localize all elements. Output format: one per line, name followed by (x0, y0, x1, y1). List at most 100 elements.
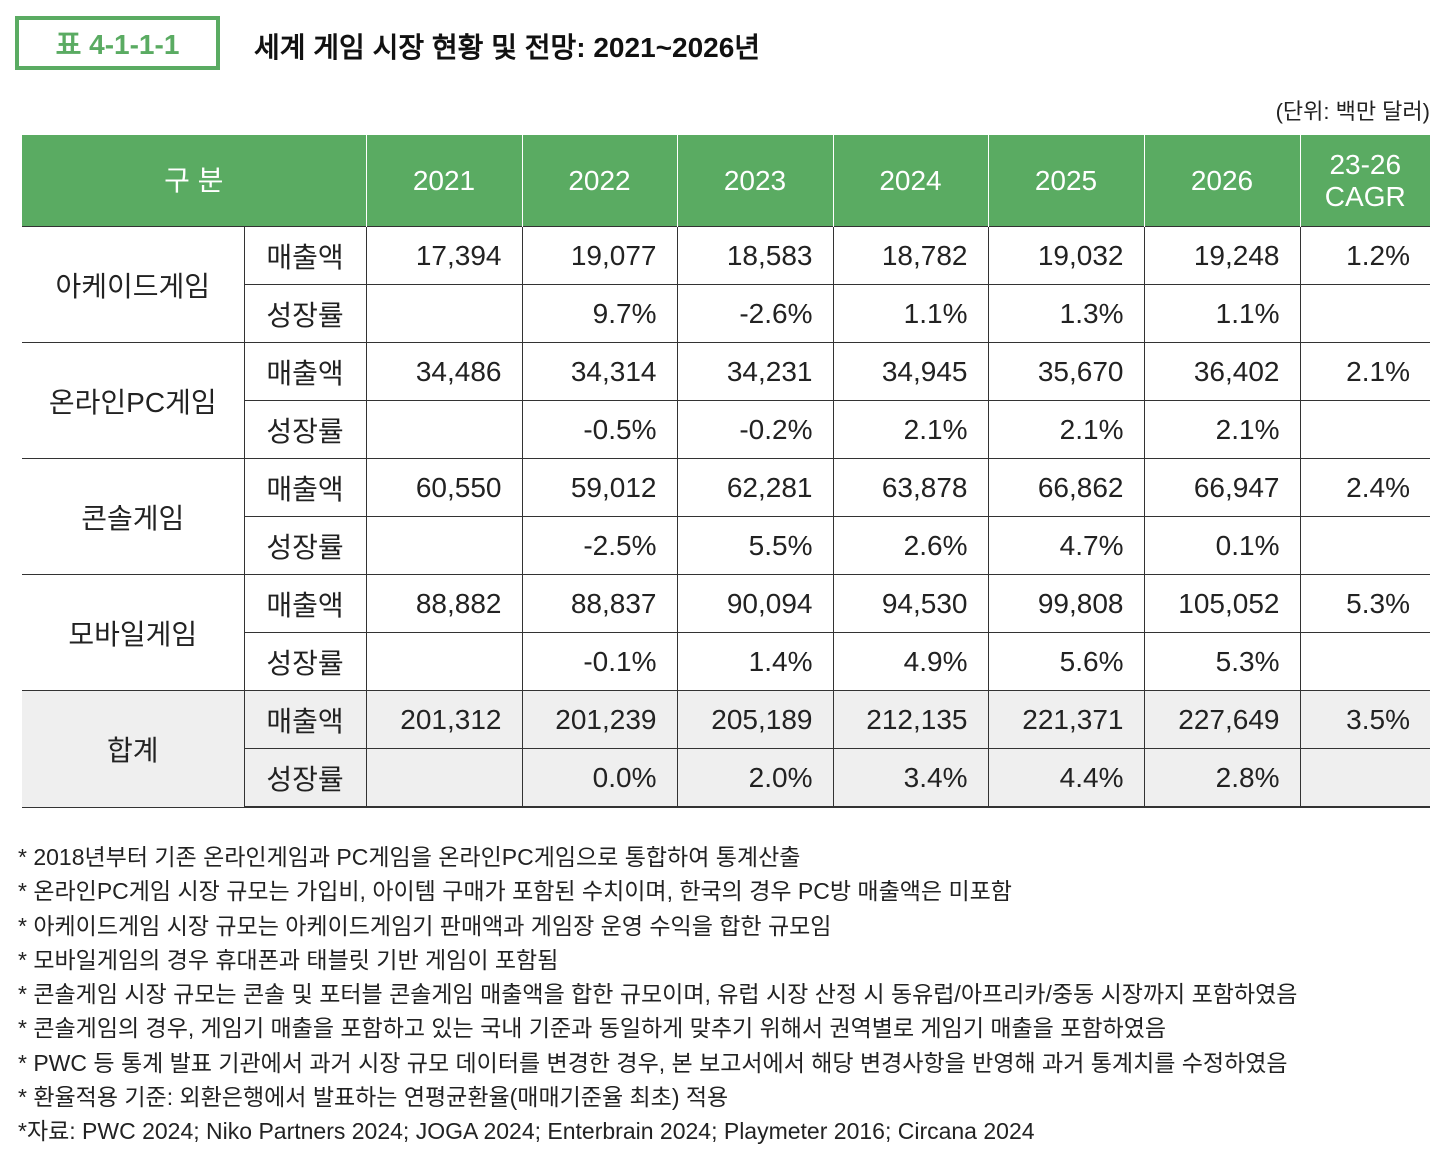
value-cell (1299, 632, 1430, 691)
value-cell: 90,094 (676, 574, 834, 633)
value-cell (365, 632, 523, 691)
table-title: 세계 게임 시장 현황 및 전망: 2021~2026년 (254, 32, 761, 63)
metric-label-cell: 매출액 (243, 342, 367, 401)
value-cell: 201,239 (521, 690, 678, 749)
column-header-2023: 2023 (676, 135, 834, 227)
value-cell: 3.4% (832, 748, 989, 808)
value-cell: 2.1% (832, 400, 989, 459)
value-cell: 5.3% (1299, 574, 1430, 633)
unit-label: (단위: 백만 달러) (1275, 99, 1430, 124)
value-cell: -0.2% (676, 400, 834, 459)
footnote: * 2018년부터 기존 온라인게임과 PC게임을 온라인PC게임으로 통합하여… (18, 844, 801, 870)
value-cell: -0.5% (521, 400, 678, 459)
value-cell: 201,312 (365, 690, 523, 749)
value-cell (1299, 284, 1430, 343)
value-cell: 99,808 (987, 574, 1145, 633)
value-cell: 0.1% (1143, 516, 1301, 575)
value-cell: 105,052 (1143, 574, 1301, 633)
footnote: * PWC 등 통계 발표 기관에서 과거 시장 규모 데이터를 변경한 경우,… (18, 1049, 1288, 1076)
table-row: 성장률 -2.5% 5.5% 2.6% 4.7% 0.1% (22, 516, 1430, 575)
metric-label-cell: 매출액 (243, 574, 367, 633)
value-cell: 66,947 (1143, 458, 1301, 517)
value-cell: 88,882 (365, 574, 523, 633)
value-cell: 2.1% (1143, 400, 1301, 459)
footnote: * 환율적용 기준: 외환은행에서 발표하는 연평균환율(매매기준율 최초) 적… (18, 1084, 729, 1111)
value-cell: 2.1% (1299, 342, 1430, 401)
table-row: 성장률 -0.5% -0.2% 2.1% 2.1% 2.1% (22, 400, 1430, 459)
table-row: 온라인PC게임 매출액 34,486 34,314 34,231 34,945 35,670… (22, 342, 1430, 459)
metric-label-cell: 매출액 (243, 690, 367, 749)
value-cell: 2.8% (1143, 748, 1301, 808)
value-cell (365, 400, 523, 459)
value-cell: 94,530 (832, 574, 989, 633)
column-header-2026: 2026 (1143, 135, 1301, 227)
value-cell: 227,649 (1143, 690, 1301, 749)
value-cell: 34,231 (676, 342, 834, 401)
value-cell: 17,394 (365, 226, 523, 285)
value-cell: 205,189 (676, 690, 834, 749)
metric-label-cell: 성장률 (243, 284, 367, 343)
column-header-category: 구 분 (22, 135, 367, 227)
cagr-header-text: 23-26 CAGR (1324, 148, 1406, 212)
footnotes: * 2018년부터 기존 온라인게임과 PC게임을 온라인PC게임으로 통합하여… (18, 840, 1297, 1149)
value-cell: 1.4% (676, 632, 834, 691)
value-cell: 2.4% (1299, 458, 1430, 517)
table-row: 성장률 -0.1% 1.4% 4.9% 5.6% 5.3% (22, 632, 1430, 691)
value-cell: 59,012 (521, 458, 678, 517)
value-cell: 3.5% (1299, 690, 1430, 749)
value-cell: 9.7% (521, 284, 678, 343)
value-cell: 2.6% (832, 516, 989, 575)
table-row: 콘솔게임 매출액 60,550 59,012 62,281 63,878 66,862 66,… (22, 458, 1430, 575)
value-cell: 19,248 (1143, 226, 1301, 285)
value-cell: 1.1% (832, 284, 989, 343)
value-cell: 5.6% (987, 632, 1145, 691)
source-note: *자료: PWC 2024; Niko Partners 2024; JOGA … (18, 1118, 1035, 1145)
value-cell: 62,281 (676, 458, 834, 517)
value-cell (1299, 400, 1430, 459)
category-cell: 모바일게임 (22, 574, 245, 691)
column-header-2022: 2022 (521, 135, 678, 227)
value-cell: 63,878 (832, 458, 989, 517)
value-cell: 60,550 (365, 458, 523, 517)
metric-label-cell: 성장률 (243, 632, 367, 691)
footnote: * 아케이드게임 시장 규모는 아케이드게임기 판매액과 게임장 운영 수익을 … (18, 912, 832, 939)
footnote: * 모바일게임의 경우 휴대폰과 태블릿 기반 게임이 포함됨 (18, 946, 559, 973)
value-cell: 4.7% (987, 516, 1145, 575)
value-cell: 1.2% (1299, 226, 1430, 285)
table-number-badge: 표 4-1-1-1 (15, 16, 220, 70)
value-cell: 34,945 (832, 342, 989, 401)
value-cell: 4.4% (987, 748, 1145, 808)
value-cell (365, 748, 523, 808)
value-cell (365, 284, 523, 343)
value-cell: -0.1% (521, 632, 678, 691)
value-cell: -2.6% (676, 284, 834, 343)
metric-label-cell: 성장률 (243, 400, 367, 459)
table-row: 성장률 0.0% 2.0% 3.4% 4.4% 2.8% (22, 748, 1430, 808)
value-cell (1299, 748, 1430, 808)
header-row: 구 분 2021 2022 2023 2024 2025 2026 23-26 … (22, 135, 1430, 227)
value-cell: 5.5% (676, 516, 834, 575)
value-cell: 36,402 (1143, 342, 1301, 401)
value-cell: 2.1% (987, 400, 1145, 459)
footnote: * 콘솔게임 시장 규모는 콘솔 및 포터블 콘솔게임 매출액을 합한 규모이며… (18, 981, 1298, 1008)
column-header-2024: 2024 (832, 135, 989, 227)
metric-label-cell: 매출액 (243, 458, 367, 517)
value-cell: 88,837 (521, 574, 678, 633)
metric-label-cell: 매출액 (243, 226, 367, 285)
value-cell: 2.0% (676, 748, 834, 808)
footnote: * 콘솔게임의 경우, 게임기 매출을 포함하고 있는 국내 기준과 동일하게 … (18, 1015, 1167, 1042)
value-cell: 34,314 (521, 342, 678, 401)
column-header-2025: 2025 (987, 135, 1145, 227)
category-cell: 합계 (22, 690, 245, 808)
value-cell: 34,486 (365, 342, 523, 401)
column-header-2021: 2021 (365, 135, 523, 227)
table-row: 합계 매출액 201,312 201,239 205,189 212,135 221,371… (22, 690, 1430, 808)
value-cell: -2.5% (521, 516, 678, 575)
value-cell: 18,782 (832, 226, 989, 285)
value-cell: 19,077 (521, 226, 678, 285)
value-cell (365, 516, 523, 575)
table-row: 모바일게임 매출액 88,882 88,837 90,094 94,530 99,808 10… (22, 574, 1430, 691)
column-header-cagr: 23-26 CAGR (1299, 135, 1430, 227)
value-cell (1299, 516, 1430, 575)
category-cell: 온라인PC게임 (22, 342, 245, 459)
